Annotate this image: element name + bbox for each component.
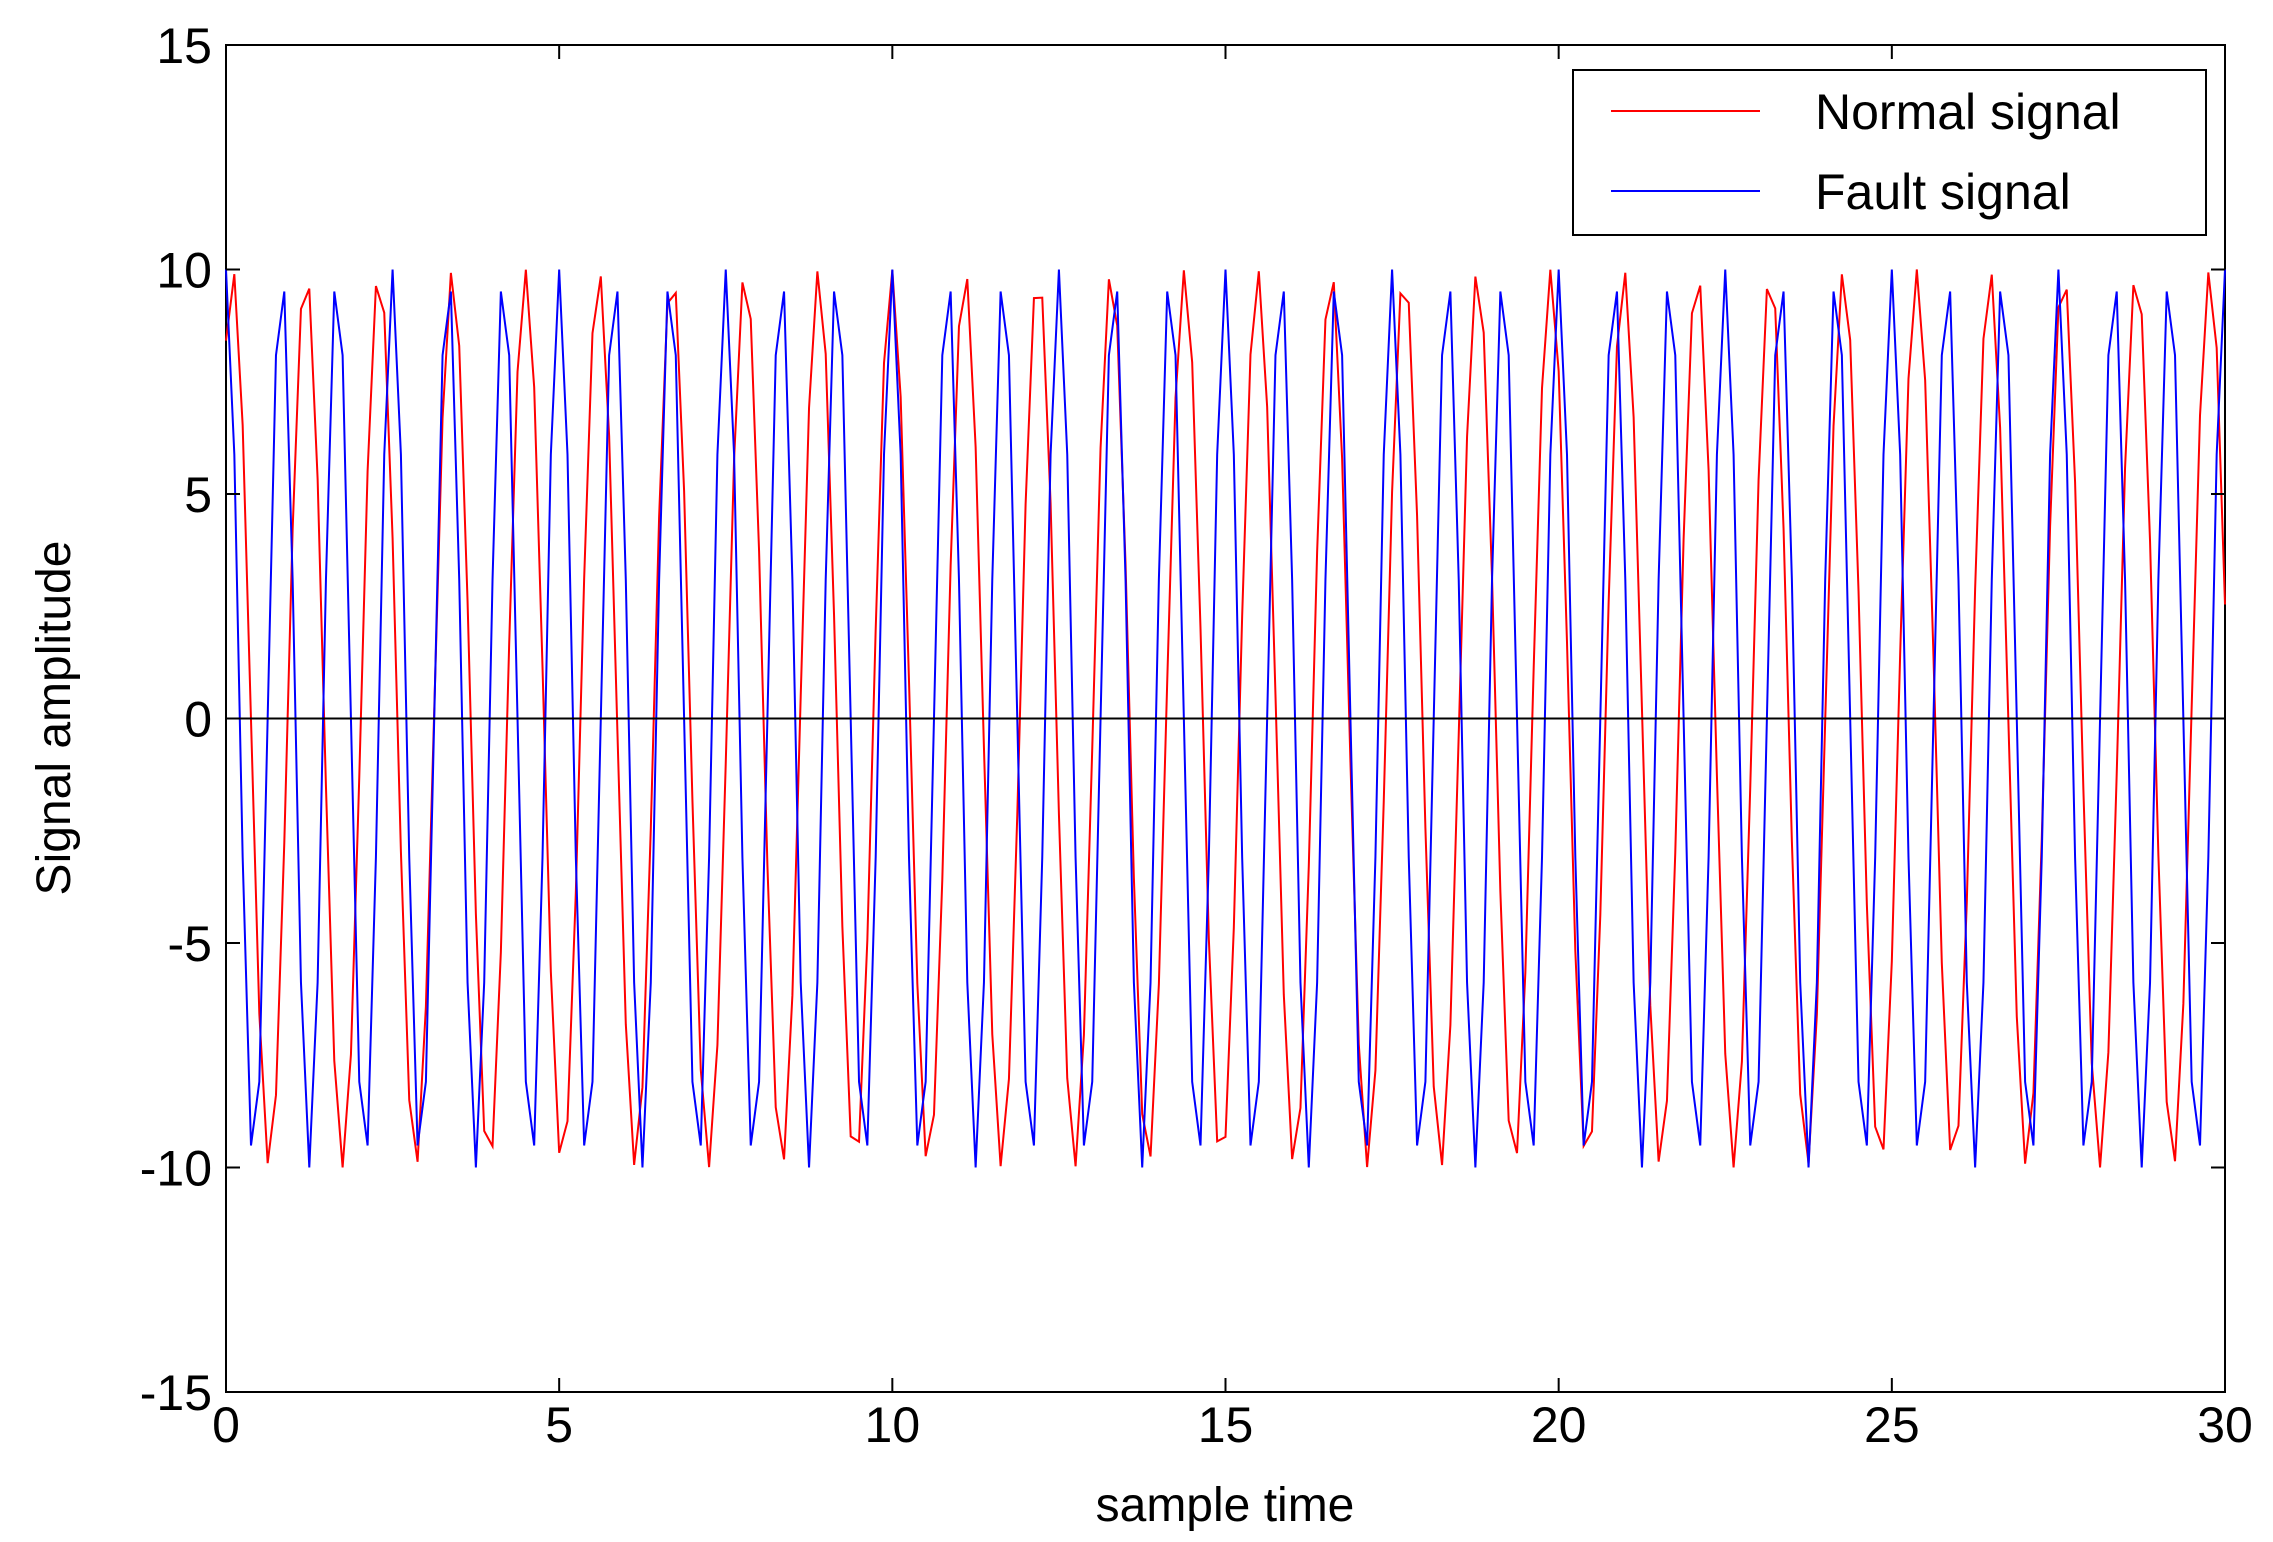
- y-axis: 15 10 5 0 -5 -10 -15: [140, 18, 2225, 1421]
- y-tick-label: 10: [156, 243, 212, 299]
- y-tick-label: -10: [140, 1141, 212, 1197]
- x-tick-label: 5: [545, 1397, 573, 1453]
- series-line-normal-signal: [225, 269, 2226, 1168]
- legend-label-normal-signal: Normal signal: [1815, 84, 2121, 140]
- y-tick-label: 15: [156, 18, 212, 74]
- x-tick-label: 30: [2197, 1397, 2253, 1453]
- x-tick-label: 20: [1531, 1397, 1587, 1453]
- legend: Normal signal Fault signal: [1572, 69, 2207, 236]
- y-tick-label: -15: [140, 1365, 212, 1421]
- y-axis-label: Signal amplitude: [28, 541, 81, 896]
- x-tick-label: 10: [865, 1397, 921, 1453]
- x-tick-label: 15: [1198, 1397, 1254, 1453]
- x-tick-label: 0: [212, 1397, 240, 1453]
- y-tick-label: 5: [184, 467, 212, 523]
- legend-box: [1572, 69, 2207, 236]
- y-tick-label: -5: [168, 916, 212, 972]
- legend-label-fault-signal: Fault signal: [1815, 164, 2071, 220]
- series-layer: [225, 269, 2226, 1168]
- x-tick-label: 25: [1864, 1397, 1920, 1453]
- y-tick-label: 0: [184, 692, 212, 748]
- x-axis-label: sample time: [1096, 1479, 1355, 1532]
- x-axis: 0 5 10 15 20 25 30: [212, 45, 2253, 1453]
- series-line-fault-signal: [225, 269, 2226, 1168]
